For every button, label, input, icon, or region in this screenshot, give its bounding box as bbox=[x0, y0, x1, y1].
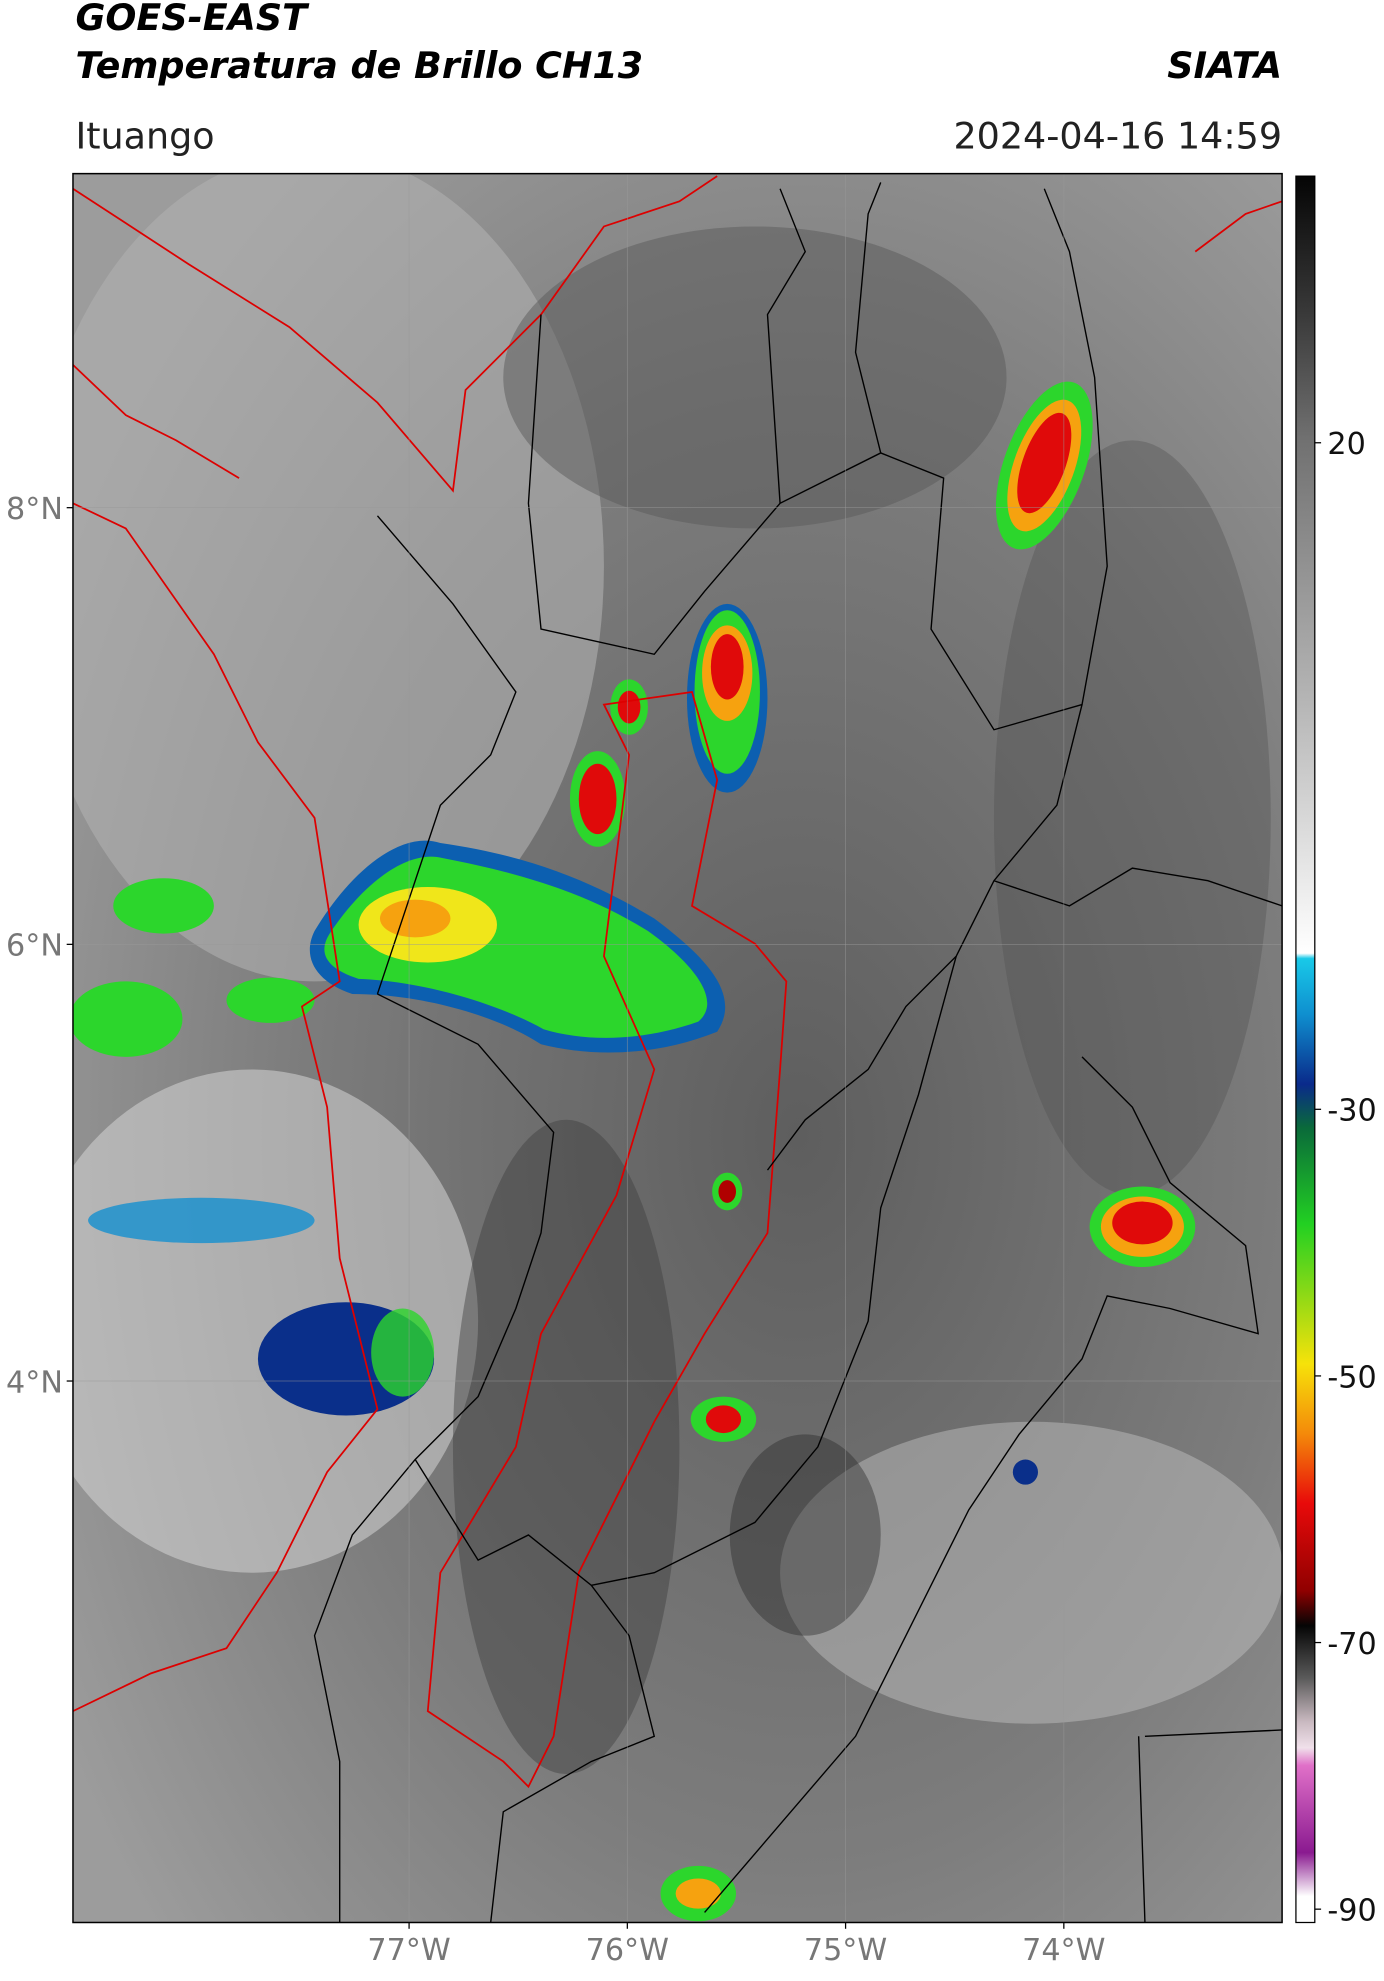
colorbar-tick-label: -50 bbox=[1327, 1360, 1376, 1395]
x-tick-label: 77°W bbox=[367, 1933, 450, 1968]
y-tick-label: 8°N bbox=[6, 492, 63, 527]
datetime: 2024-04-16 14:59 bbox=[953, 114, 1282, 157]
admin-borders bbox=[313, 182, 1283, 1923]
colorbar-tick-label: -90 bbox=[1327, 1893, 1376, 1928]
y-tick-label: 4°N bbox=[6, 1365, 63, 1400]
agency: SIATA bbox=[1167, 44, 1282, 87]
satellite-image bbox=[72, 173, 1283, 1923]
title: GOES-EAST bbox=[75, 0, 310, 39]
colorbar bbox=[1295, 175, 1316, 1924]
colorbar-tick-label: -70 bbox=[1327, 1627, 1376, 1662]
country-borders bbox=[72, 175, 1283, 1789]
subtitle: Temperatura de Brillo CH13 bbox=[75, 44, 643, 87]
grid bbox=[72, 173, 1283, 1923]
x-tick-label: 74°W bbox=[1022, 1933, 1105, 1968]
x-tick-label: 76°W bbox=[586, 1933, 669, 1968]
x-tick-label: 75°W bbox=[804, 1933, 887, 1968]
y-tick-label: 6°N bbox=[6, 929, 63, 964]
colorbar-tick-label: -30 bbox=[1327, 1094, 1376, 1129]
colorbar-tick-label: 20 bbox=[1327, 427, 1365, 462]
map-frame bbox=[72, 172, 1283, 1924]
location: Ituango bbox=[75, 114, 214, 157]
